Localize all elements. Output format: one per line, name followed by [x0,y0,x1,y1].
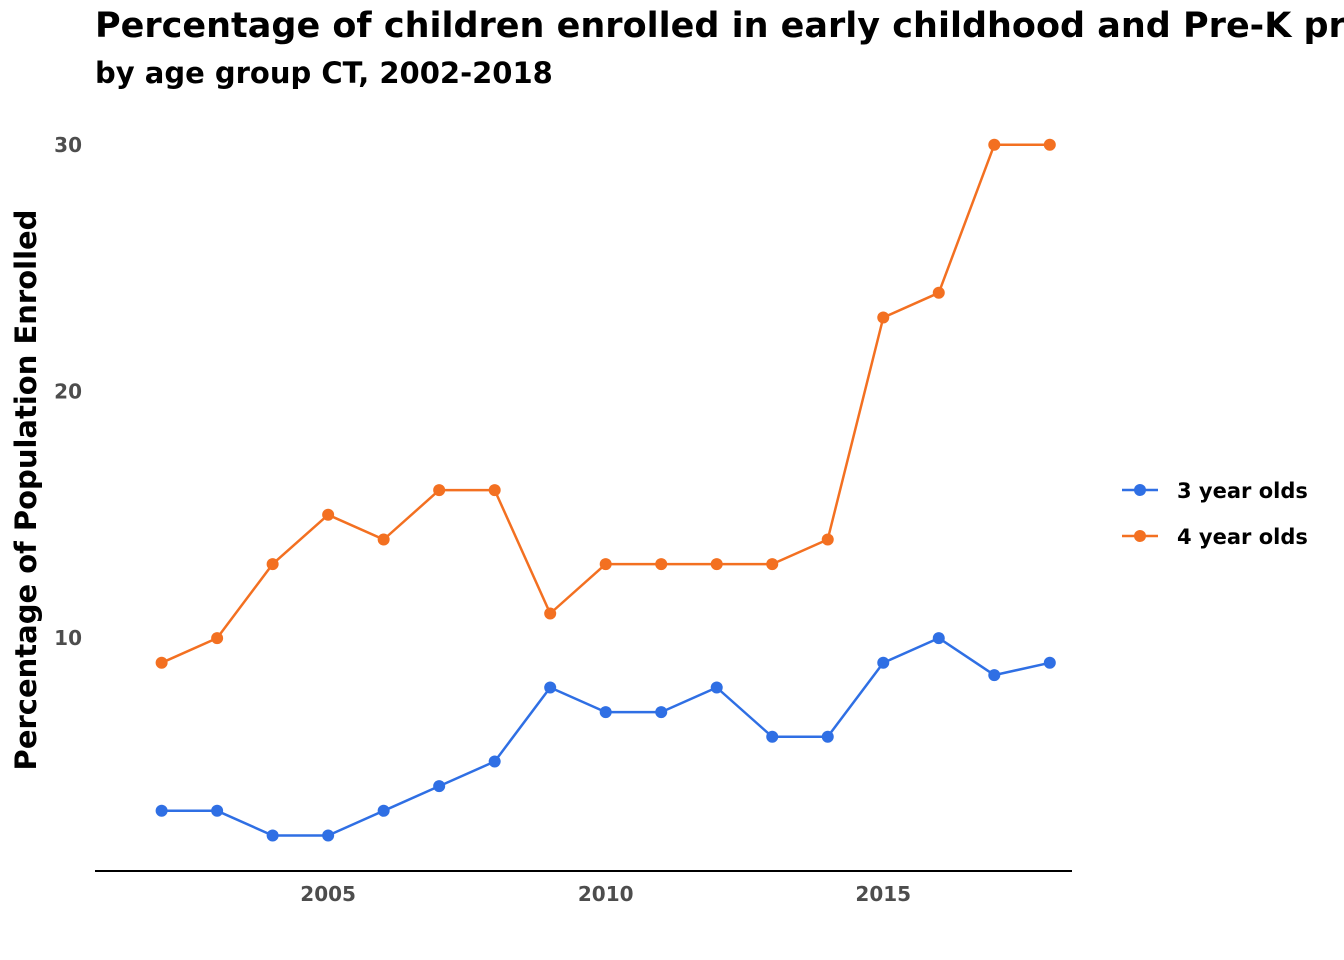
chart-subtitle: by age group CT, 2002-2018 [95,56,553,90]
data-point [932,286,945,299]
data-point [1043,656,1056,669]
legend: 3 year olds 4 year olds [1122,479,1308,549]
data-point [877,311,890,324]
data-point [932,632,945,645]
legend-label: 4 year olds [1177,525,1308,549]
data-point [655,558,668,571]
data-point [155,656,168,669]
data-point [877,656,890,669]
data-point [544,681,557,694]
data-point [155,804,168,817]
data-point [377,804,390,817]
series-layer [155,138,1056,842]
y-tick-label: 30 [54,133,82,157]
data-point [488,755,501,768]
data-point [488,484,501,497]
data-point [821,730,834,743]
chart-title: Percentage of children enrolled in early… [95,6,1344,46]
x-tick-label: 2010 [578,882,634,906]
y-tick-label: 20 [54,379,82,403]
data-point [433,780,446,793]
data-point [710,681,723,694]
data-point [211,632,224,645]
series-line-1 [161,636,1051,837]
data-point [988,669,1001,682]
data-point [322,508,335,521]
y-tick-label: 10 [54,626,82,650]
x-tick-label: 2015 [855,882,911,906]
data-point [655,706,668,719]
data-point [988,138,1001,151]
y-axis-ticks: 10 20 30 [54,133,82,650]
data-point [266,558,279,571]
y-axis-title: Percentage of Population Enrolled [9,210,43,771]
data-point [710,558,723,571]
legend-swatch-marker [1134,484,1146,496]
x-axis-ticks: 2005 2010 2015 [300,882,911,906]
data-point [766,730,779,743]
series-line-2 [161,143,1050,664]
data-point [544,607,557,620]
data-point [211,804,224,817]
data-point [599,706,612,719]
data-point [266,829,279,842]
data-point [322,829,335,842]
data-point [1043,138,1056,151]
data-point [599,558,612,571]
data-point [821,533,834,546]
data-point [766,558,779,571]
legend-label: 3 year olds [1177,479,1308,503]
data-point [433,484,446,497]
x-tick-label: 2005 [300,882,356,906]
legend-swatch-marker [1134,530,1146,542]
data-point [377,533,390,546]
